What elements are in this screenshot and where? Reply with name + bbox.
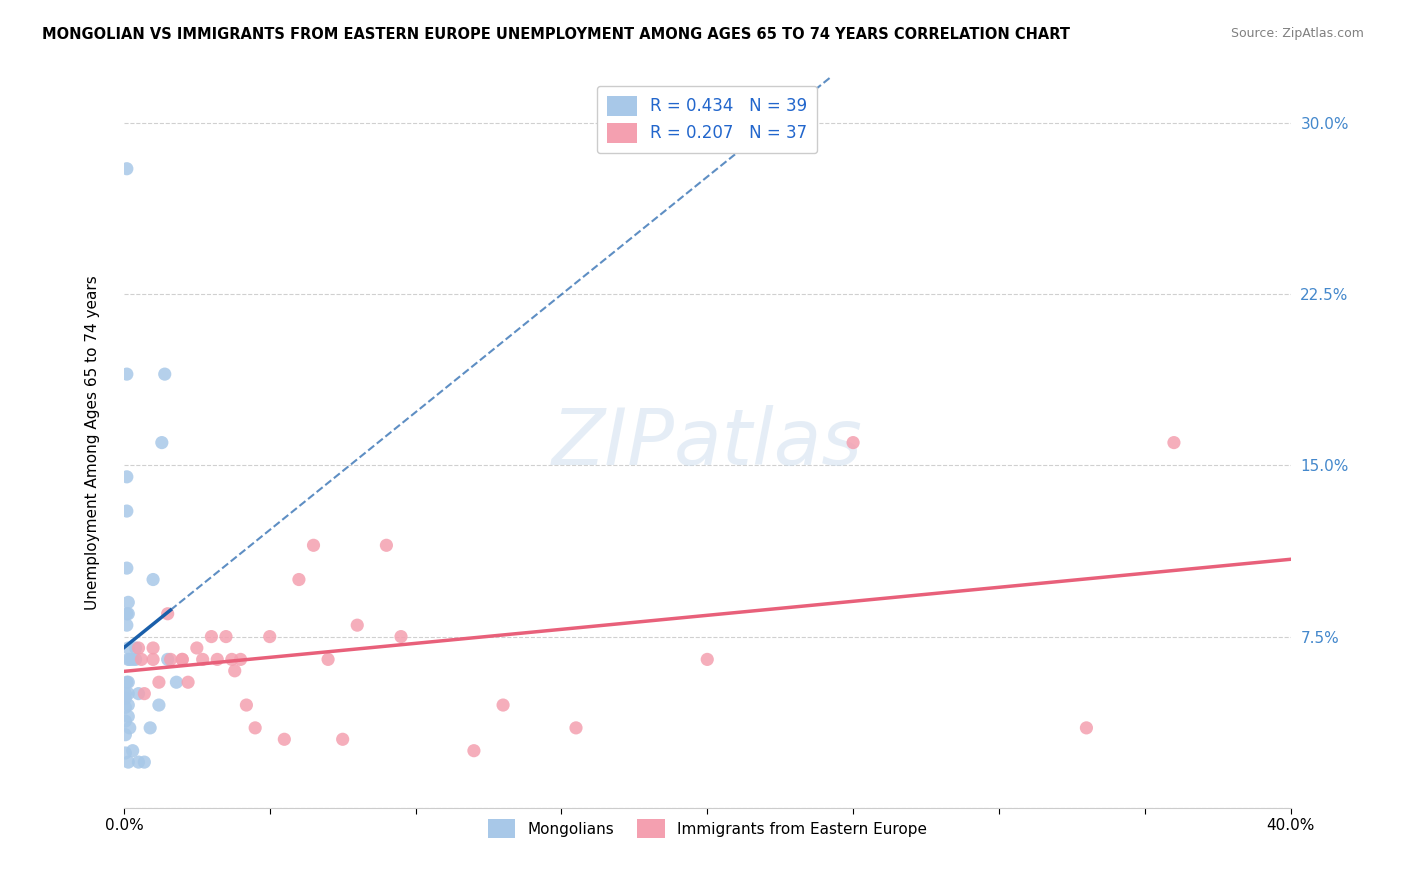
Point (118, 721, 141, 735)
Point (200, 630, 222, 644)
Point (165, 675, 187, 690)
Point (128, 755, 150, 769)
Point (115, 504, 138, 518)
Point (121, 652, 143, 666)
Point (156, 652, 179, 666)
Point (121, 744, 143, 758)
Point (117, 652, 139, 666)
Point (153, 367, 176, 381)
Point (117, 709, 139, 723)
Point (115, 675, 138, 690)
Point (118, 652, 141, 666)
Point (172, 652, 194, 666)
Point (142, 573, 165, 587)
Point (117, 675, 139, 690)
Point (302, 538, 325, 552)
Point (114, 728, 136, 742)
Point (1076, 721, 1098, 735)
Point (148, 698, 170, 712)
Point (117, 595, 139, 609)
Point (492, 698, 515, 712)
Point (316, 652, 339, 666)
Point (273, 732, 295, 747)
Point (159, 652, 181, 666)
Point (346, 618, 368, 632)
Point (148, 675, 170, 690)
Point (117, 755, 139, 769)
Point (332, 732, 354, 747)
Point (117, 607, 139, 621)
Text: Source: ZipAtlas.com: Source: ZipAtlas.com (1230, 27, 1364, 40)
Point (1163, 435, 1185, 450)
Point (114, 687, 136, 701)
Point (142, 640, 165, 655)
Point (207, 652, 229, 666)
Point (139, 721, 162, 735)
Text: MONGOLIAN VS IMMIGRANTS FROM EASTERN EUROPE UNEMPLOYMENT AMONG AGES 65 TO 74 YEA: MONGOLIAN VS IMMIGRANTS FROM EASTERN EUR… (42, 27, 1070, 42)
Point (115, 607, 138, 621)
Point (156, 607, 179, 621)
Point (150, 435, 173, 450)
Point (565, 721, 588, 735)
Point (114, 700, 136, 714)
Point (117, 640, 139, 655)
Point (124, 640, 146, 655)
Point (115, 618, 138, 632)
Point (842, 435, 865, 450)
Point (221, 652, 243, 666)
Point (115, 470, 138, 484)
Text: ZIPatlas: ZIPatlas (551, 405, 863, 481)
Legend: Mongolians, Immigrants from Eastern Europe: Mongolians, Immigrants from Eastern Euro… (482, 814, 934, 844)
Point (177, 675, 200, 690)
Point (389, 630, 412, 644)
Point (191, 652, 214, 666)
Point (128, 687, 150, 701)
Point (172, 652, 194, 666)
Point (288, 573, 311, 587)
Point (696, 652, 718, 666)
Point (128, 640, 150, 655)
Point (463, 744, 485, 758)
Point (243, 721, 266, 735)
Point (224, 664, 246, 678)
Point (229, 652, 252, 666)
Point (114, 714, 136, 728)
Point (215, 630, 238, 644)
Point (235, 698, 257, 712)
Y-axis label: Unemployment Among Ages 65 to 74 years: Unemployment Among Ages 65 to 74 years (86, 276, 100, 610)
Point (115, 561, 138, 575)
Point (124, 652, 146, 666)
Point (115, 367, 138, 381)
Point (259, 630, 281, 644)
Point (134, 755, 156, 769)
Point (115, 161, 138, 176)
Point (114, 746, 136, 760)
Point (114, 691, 136, 706)
Point (142, 652, 165, 666)
Point (134, 687, 156, 701)
Point (117, 698, 139, 712)
Point (186, 640, 208, 655)
Point (117, 687, 139, 701)
Point (131, 652, 153, 666)
Point (375, 538, 398, 552)
